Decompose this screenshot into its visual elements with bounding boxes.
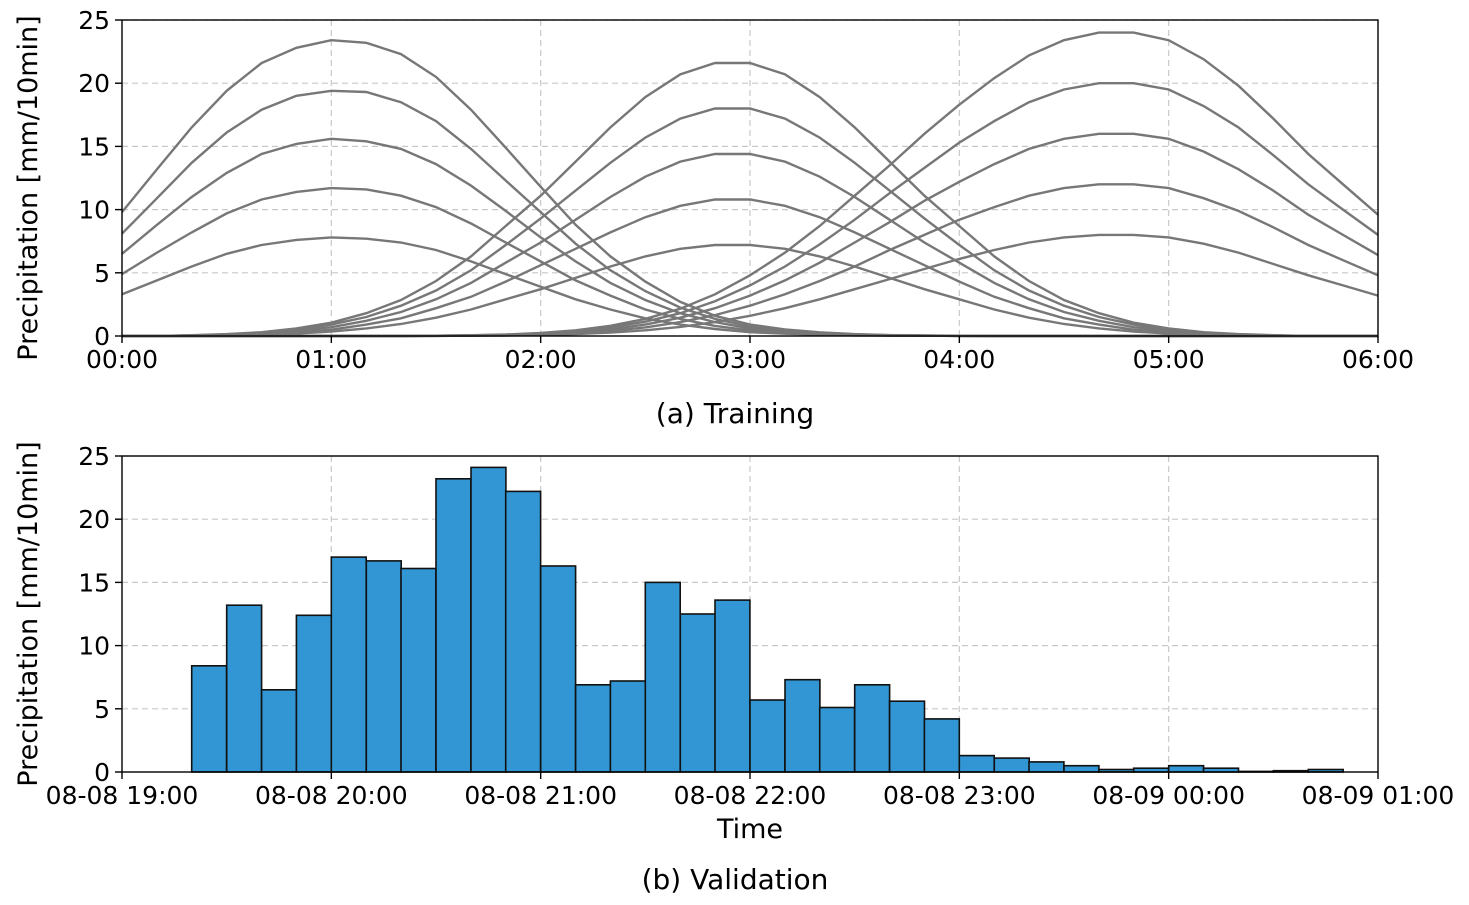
training-x-tick-label: 05:00 xyxy=(1133,345,1205,374)
training-y-tick-label: 5 xyxy=(94,259,110,288)
training-y-tick-label: 25 xyxy=(78,6,110,35)
training-series-line-9 xyxy=(122,107,1378,338)
validation-bar xyxy=(574,683,612,773)
validation-bar xyxy=(400,567,437,773)
validation-bar xyxy=(1167,764,1205,773)
validation-x-tick-label: 08-08 20:00 xyxy=(255,781,408,810)
training-ticks xyxy=(115,19,1379,343)
validation-bar xyxy=(539,565,577,773)
validation-caption: (b) Validation xyxy=(642,863,829,896)
validation-bar xyxy=(853,683,891,773)
validation-bar xyxy=(993,757,1030,773)
validation-x-tick-labels: 08-08 19:00 08-08 20:00 08-08 21:00 08-08 2… xyxy=(46,781,1455,810)
validation-x-tick-label: 08-09 01:00 xyxy=(1302,781,1455,810)
training-y-axis-label: Precipitation [mm/10min] xyxy=(13,15,44,360)
validation-y-tick-label: 0 xyxy=(94,758,110,787)
training-x-tick-labels: 00:00 01:00 02:00 03:00 04:00 05:00 06:00 xyxy=(86,345,1414,374)
validation-bar xyxy=(435,477,472,773)
validation-x-tick-label: 08-08 21:00 xyxy=(464,781,617,810)
training-x-tick-label: 01:00 xyxy=(295,345,367,374)
validation-bar xyxy=(714,599,751,773)
validation-x-tick-label: 08-08 22:00 xyxy=(674,781,827,810)
training-caption: (a) Training xyxy=(656,397,814,430)
validation-bar xyxy=(609,680,647,773)
training-series-line-10 xyxy=(122,61,1378,338)
training-x-tick-label: 00:00 xyxy=(86,345,158,374)
validation-bar xyxy=(190,664,228,773)
validation-x-tick-label: 08-08 19:00 xyxy=(46,781,199,810)
training-y-tick-label: 0 xyxy=(94,322,110,351)
validation-y-tick-label: 15 xyxy=(78,568,110,597)
validation-ticks xyxy=(115,455,1379,779)
training-x-tick-label: 02:00 xyxy=(505,345,577,374)
validation-bar xyxy=(260,688,298,773)
training-series-line-6 xyxy=(122,243,1378,338)
validation-bar xyxy=(365,560,402,773)
training-series-line-7 xyxy=(122,198,1378,338)
validation-y-tick-label: 5 xyxy=(94,695,110,724)
validation-y-axis-label: Precipitation [mm/10min] xyxy=(13,441,44,786)
validation-bar xyxy=(1028,761,1065,773)
training-y-tick-labels: 0 5 10 15 20 25 xyxy=(78,6,110,351)
training-grid xyxy=(122,19,1378,336)
validation-x-tick-label: 08-09 00:00 xyxy=(1092,781,1245,810)
training-y-tick-label: 10 xyxy=(78,196,110,225)
validation-y-tick-label: 25 xyxy=(78,442,110,471)
validation-x-tick-label: 08-08 23:00 xyxy=(883,781,1036,810)
validation-bar xyxy=(295,614,333,773)
validation-bar xyxy=(784,678,821,773)
training-plot-frame xyxy=(121,19,1379,337)
validation-y-tick-label: 10 xyxy=(78,632,110,661)
validation-bar xyxy=(330,556,367,773)
training-x-tick-label: 06:00 xyxy=(1342,345,1414,374)
validation-bar xyxy=(225,604,263,773)
validation-bar xyxy=(888,700,926,773)
training-chart: 00:00 01:00 02:00 03:00 04:00 05:00 06:00 0 5 10… xyxy=(13,6,1414,430)
validation-x-axis-label: Time xyxy=(716,814,783,845)
validation-bar xyxy=(923,718,961,773)
validation-bar xyxy=(470,466,507,773)
validation-y-tick-label: 20 xyxy=(78,505,110,534)
validation-y-tick-labels: 0 5 10 15 20 25 xyxy=(78,442,110,787)
validation-bar xyxy=(1063,764,1100,773)
validation-bars-group xyxy=(190,466,1345,773)
validation-bar xyxy=(679,613,716,773)
training-y-tick-label: 20 xyxy=(78,69,110,98)
training-x-tick-label: 03:00 xyxy=(714,345,786,374)
validation-bar xyxy=(749,699,786,773)
validation-bar xyxy=(818,706,856,773)
training-y-tick-label: 15 xyxy=(78,132,110,161)
validation-chart: 08-08 19:00 08-08 20:00 08-08 21:00 08-08 2… xyxy=(13,441,1454,896)
validation-bar xyxy=(958,754,995,773)
validation-bar xyxy=(504,490,542,773)
training-x-tick-label: 04:00 xyxy=(923,345,995,374)
validation-bar xyxy=(644,581,681,773)
